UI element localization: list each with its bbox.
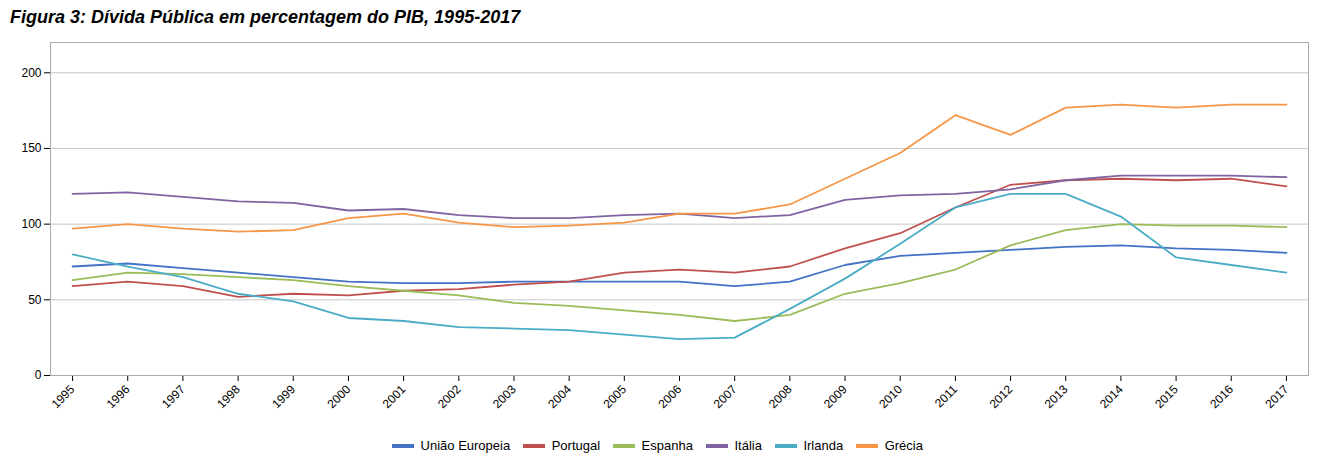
svg-text:2016: 2016 [1207,382,1236,411]
svg-text:0: 0 [35,368,42,382]
svg-text:1996: 1996 [104,382,133,411]
svg-text:50: 50 [28,293,42,307]
html-text:União Europeia: União Europeia [420,438,511,453]
svg-text:150: 150 [21,141,41,155]
svg-text:2000: 2000 [325,382,354,411]
html-text:Espanha: Espanha [641,438,693,453]
html-text:Itália: Itália [734,438,762,453]
svg-text:2008: 2008 [766,382,795,411]
svg-text:2010: 2010 [876,382,905,411]
svg-text:2013: 2013 [1042,382,1071,411]
svg-text:2017: 2017 [1262,382,1291,411]
html-text:Irlanda: Irlanda [803,438,844,453]
svg-text:1998: 1998 [214,382,243,411]
svg-text:100: 100 [21,217,41,231]
svg-text:2003: 2003 [490,382,519,411]
svg-text:2002: 2002 [435,382,464,411]
svg-text:2015: 2015 [1152,382,1181,411]
html-text:Figura 3: Dívida Pública em pe: Figura 3: Dívida Pública em percentagem … [10,7,521,27]
svg-text:1999: 1999 [269,382,298,411]
svg-text:2012: 2012 [987,382,1016,411]
html-text:Grécia: Grécia [884,438,923,453]
svg-text:1997: 1997 [159,382,188,411]
html-text:Portugal: Portugal [551,438,601,453]
svg-text:2001: 2001 [380,382,409,411]
svg-text:2011: 2011 [932,382,960,410]
svg-text:1995: 1995 [49,382,78,411]
svg-text:2014: 2014 [1097,382,1126,411]
svg-text:2006: 2006 [656,382,685,411]
svg-text:2004: 2004 [545,382,574,411]
svg-text:200: 200 [21,66,41,80]
svg-text:2005: 2005 [600,382,629,411]
svg-text:2007: 2007 [711,382,740,411]
svg-text:2009: 2009 [821,382,850,411]
